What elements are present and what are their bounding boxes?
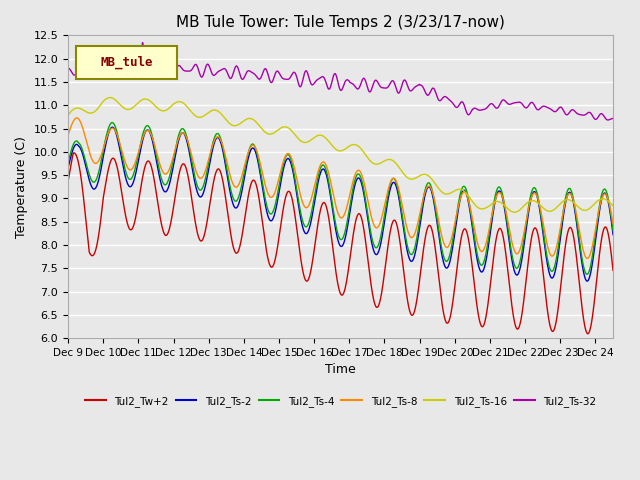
Tul2_Ts-32 xyxy=(604,117,612,123)
Tul2_Ts-16 xyxy=(609,203,617,208)
Tul2_Tw+2 xyxy=(92,246,100,252)
Tul2_Ts-8 xyxy=(584,255,591,261)
Tul2_Ts-2 xyxy=(109,124,116,130)
Tul2_Ts-16 xyxy=(594,198,602,204)
Tul2_Ts-16 xyxy=(594,198,602,204)
FancyBboxPatch shape xyxy=(76,46,177,79)
Line: Tul2_Ts-4: Tul2_Ts-4 xyxy=(68,122,613,275)
Line: Tul2_Ts-32: Tul2_Ts-32 xyxy=(68,43,613,120)
Tul2_Ts-16 xyxy=(511,209,518,215)
Tul2_Ts-4 xyxy=(315,171,323,177)
Tul2_Ts-2 xyxy=(493,190,501,196)
Tul2_Ts-4 xyxy=(594,214,602,220)
Tul2_Ts-4 xyxy=(64,159,72,165)
Tul2_Ts-16 xyxy=(64,112,72,118)
Tul2_Ts-32 xyxy=(315,76,323,82)
Y-axis label: Temperature (C): Temperature (C) xyxy=(15,136,28,238)
Title: MB Tule Tower: Tule Temps 2 (3/23/17-now): MB Tule Tower: Tule Temps 2 (3/23/17-now… xyxy=(176,15,505,30)
Tul2_Ts-8 xyxy=(609,221,617,227)
Tul2_Ts-16 xyxy=(92,108,100,113)
Tul2_Ts-8 xyxy=(315,166,323,172)
Tul2_Ts-32 xyxy=(139,40,147,46)
Tul2_Tw+2 xyxy=(594,266,602,272)
Tul2_Ts-16 xyxy=(330,144,337,150)
Tul2_Tw+2 xyxy=(330,249,337,255)
X-axis label: Time: Time xyxy=(325,363,356,376)
Tul2_Ts-2 xyxy=(315,176,323,181)
Tul2_Ts-32 xyxy=(609,116,617,121)
Tul2_Ts-2 xyxy=(609,232,617,238)
Tul2_Ts-2 xyxy=(594,222,602,228)
Tul2_Ts-8 xyxy=(73,115,81,121)
Text: MB_tule: MB_tule xyxy=(100,56,153,69)
Tul2_Ts-16 xyxy=(106,95,114,100)
Line: Tul2_Ts-16: Tul2_Ts-16 xyxy=(68,97,613,212)
Tul2_Ts-4 xyxy=(493,186,501,192)
Tul2_Ts-16 xyxy=(315,132,323,138)
Line: Tul2_Ts-8: Tul2_Ts-8 xyxy=(68,118,613,258)
Tul2_Ts-8 xyxy=(64,132,72,138)
Tul2_Ts-32 xyxy=(594,115,602,121)
Line: Tul2_Tw+2: Tul2_Tw+2 xyxy=(68,153,613,334)
Tul2_Ts-32 xyxy=(92,67,100,72)
Tul2_Ts-2 xyxy=(583,278,591,284)
Tul2_Tw+2 xyxy=(609,267,617,273)
Tul2_Tw+2 xyxy=(493,230,501,236)
Tul2_Ts-2 xyxy=(330,212,337,218)
Line: Tul2_Ts-2: Tul2_Ts-2 xyxy=(68,127,613,281)
Tul2_Tw+2 xyxy=(64,179,72,184)
Tul2_Ts-4 xyxy=(594,216,602,222)
Tul2_Tw+2 xyxy=(315,215,323,221)
Tul2_Ts-8 xyxy=(594,214,602,219)
Tul2_Tw+2 xyxy=(594,269,602,275)
Tul2_Ts-2 xyxy=(594,220,602,226)
Tul2_Ts-2 xyxy=(92,185,100,191)
Tul2_Ts-8 xyxy=(92,160,100,166)
Tul2_Ts-32 xyxy=(64,66,72,72)
Tul2_Ts-4 xyxy=(92,178,100,183)
Tul2_Ts-32 xyxy=(493,105,501,111)
Tul2_Ts-8 xyxy=(330,192,337,197)
Tul2_Ts-32 xyxy=(593,116,601,121)
Tul2_Ts-8 xyxy=(594,215,602,221)
Tul2_Tw+2 xyxy=(70,150,77,156)
Tul2_Ts-8 xyxy=(493,191,501,197)
Tul2_Tw+2 xyxy=(584,331,592,336)
Tul2_Ts-4 xyxy=(108,120,116,125)
Tul2_Ts-16 xyxy=(493,199,501,204)
Tul2_Ts-4 xyxy=(330,207,337,213)
Tul2_Ts-4 xyxy=(583,272,591,277)
Legend: Tul2_Tw+2, Tul2_Ts-2, Tul2_Ts-4, Tul2_Ts-8, Tul2_Ts-16, Tul2_Ts-32: Tul2_Tw+2, Tul2_Ts-2, Tul2_Ts-4, Tul2_Ts… xyxy=(81,392,600,411)
Tul2_Ts-32 xyxy=(330,73,337,79)
Tul2_Ts-4 xyxy=(609,228,617,234)
Tul2_Ts-2 xyxy=(64,165,72,171)
